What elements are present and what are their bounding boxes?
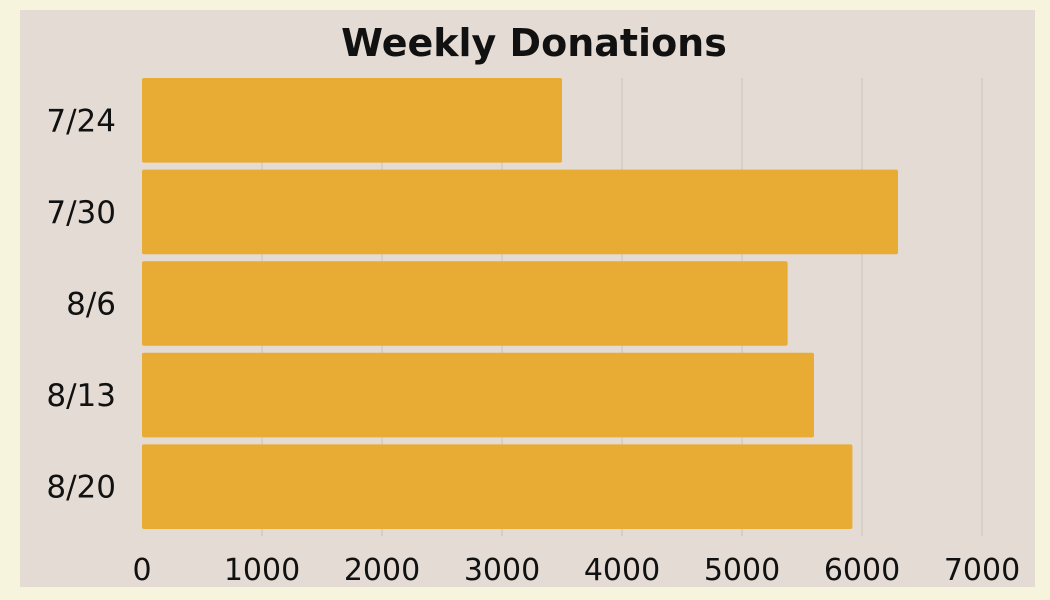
bar — [142, 444, 853, 529]
category-label: 7/30 — [46, 195, 116, 231]
x-tick-labels: 0 1000 2000 3000 4000 5000 6000 7000 — [132, 553, 1020, 587]
x-tick-label: 3000 — [464, 553, 540, 587]
bar — [142, 78, 562, 163]
x-tick-label: 7000 — [944, 553, 1020, 587]
x-tick-label: 1000 — [224, 553, 300, 587]
category-label: 8/6 — [66, 287, 116, 323]
chart-title: Weekly Donations — [341, 21, 727, 65]
bar-chart: Weekly Donations 7/24 7/30 8/6 8/13 8/20 0 10… — [46, 21, 1020, 587]
bar — [142, 261, 788, 346]
x-tick-label: 0 — [132, 553, 151, 587]
x-tick-label: 4000 — [584, 553, 660, 587]
bar — [142, 169, 898, 255]
x-tick-label: 6000 — [824, 553, 900, 587]
bar — [142, 352, 814, 438]
x-tick-label: 5000 — [704, 553, 780, 587]
bars — [142, 78, 898, 529]
category-labels: 7/24 7/30 8/6 8/13 8/20 — [46, 103, 116, 505]
chart-panel: Weekly Donations 7/24 7/30 8/6 8/13 8/20 0 10… — [20, 10, 1035, 587]
category-label: 8/20 — [46, 470, 116, 506]
category-label: 8/13 — [46, 378, 116, 414]
category-label: 7/24 — [46, 103, 116, 139]
x-tick-label: 2000 — [344, 553, 420, 587]
